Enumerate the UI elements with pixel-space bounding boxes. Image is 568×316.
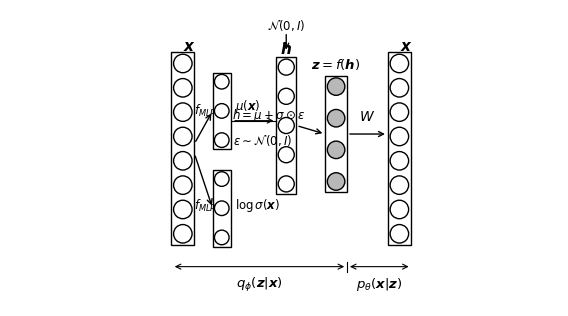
- Text: $\boldsymbol{x}$: $\boldsymbol{x}$: [400, 39, 413, 54]
- Ellipse shape: [390, 103, 408, 121]
- Ellipse shape: [327, 141, 345, 159]
- Ellipse shape: [327, 173, 345, 190]
- Ellipse shape: [215, 230, 229, 245]
- Text: $W$: $W$: [360, 110, 375, 124]
- Ellipse shape: [174, 103, 192, 121]
- Ellipse shape: [390, 127, 408, 146]
- Ellipse shape: [390, 176, 408, 194]
- Bar: [172, 52, 194, 245]
- Ellipse shape: [278, 59, 294, 75]
- Ellipse shape: [390, 152, 408, 170]
- Text: $\epsilon \sim \mathcal{N}(0, I)$: $\epsilon \sim \mathcal{N}(0, I)$: [233, 133, 293, 148]
- Text: $\mathcal{N}(0, I)$: $\mathcal{N}(0, I)$: [267, 18, 306, 33]
- Text: $\boldsymbol{x}$: $\boldsymbol{x}$: [183, 39, 196, 54]
- Ellipse shape: [278, 176, 294, 192]
- Bar: [388, 52, 411, 245]
- Text: $\boldsymbol{z} = f(\boldsymbol{h})$: $\boldsymbol{z} = f(\boldsymbol{h})$: [311, 57, 361, 72]
- Text: $\log\sigma(\boldsymbol{x})$: $\log\sigma(\boldsymbol{x})$: [235, 197, 279, 214]
- Ellipse shape: [174, 54, 192, 73]
- Text: $p_\theta(\boldsymbol{x}|\boldsymbol{z})$: $p_\theta(\boldsymbol{x}|\boldsymbol{z})…: [356, 276, 403, 293]
- Text: $\mu(\boldsymbol{x})$: $\mu(\boldsymbol{x})$: [235, 98, 260, 114]
- Ellipse shape: [174, 176, 192, 194]
- Bar: [276, 57, 296, 194]
- Bar: [325, 76, 347, 192]
- Ellipse shape: [174, 79, 192, 97]
- Text: $\boldsymbol{h}$: $\boldsymbol{h}$: [280, 41, 292, 57]
- Ellipse shape: [174, 127, 192, 146]
- Ellipse shape: [215, 104, 229, 118]
- Ellipse shape: [327, 109, 345, 127]
- Ellipse shape: [215, 75, 229, 89]
- Ellipse shape: [174, 152, 192, 170]
- Ellipse shape: [174, 200, 192, 219]
- Ellipse shape: [390, 200, 408, 219]
- Bar: [212, 73, 231, 149]
- Ellipse shape: [390, 225, 408, 243]
- Text: $f_{MLP}$: $f_{MLP}$: [194, 103, 217, 119]
- Ellipse shape: [390, 79, 408, 97]
- Ellipse shape: [215, 172, 229, 186]
- Ellipse shape: [278, 88, 294, 104]
- Text: $h = \mu + \sigma \odot \epsilon$: $h = \mu + \sigma \odot \epsilon$: [232, 107, 306, 124]
- Ellipse shape: [174, 225, 192, 243]
- Ellipse shape: [215, 201, 229, 216]
- Ellipse shape: [215, 133, 229, 147]
- Bar: [212, 170, 231, 246]
- Ellipse shape: [390, 54, 408, 73]
- Text: $f_{MLP}$: $f_{MLP}$: [194, 198, 217, 214]
- Ellipse shape: [278, 118, 294, 134]
- Ellipse shape: [327, 78, 345, 95]
- Text: $q_\phi(\boldsymbol{z}|\boldsymbol{x})$: $q_\phi(\boldsymbol{z}|\boldsymbol{x})$: [236, 276, 283, 295]
- Ellipse shape: [278, 147, 294, 163]
